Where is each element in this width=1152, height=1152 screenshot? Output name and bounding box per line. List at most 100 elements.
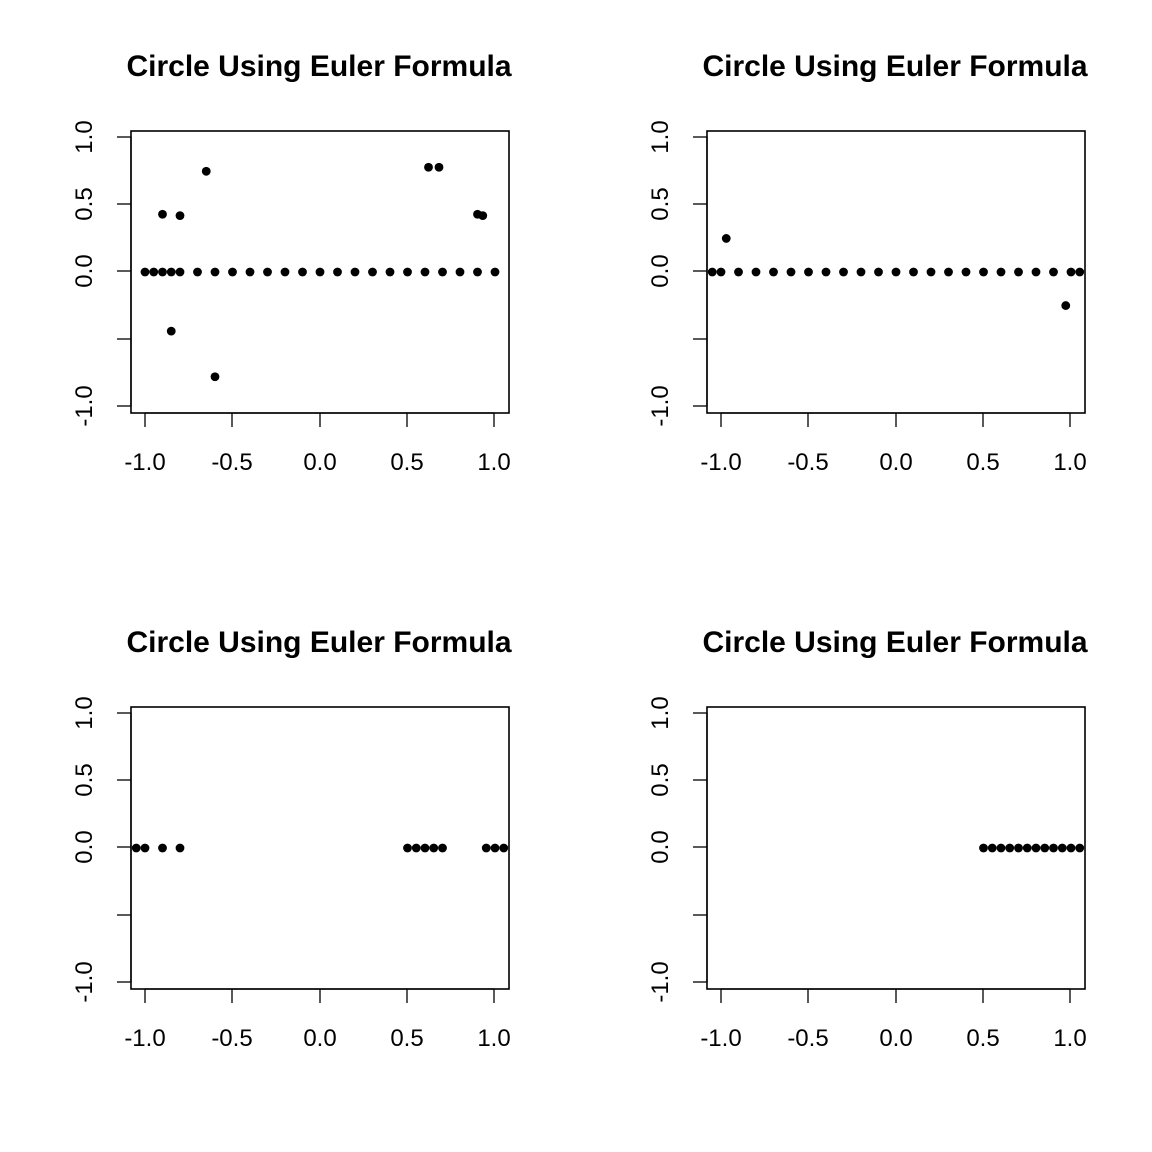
- panel-1-points: [140, 162, 500, 382]
- panel-1-point: [473, 267, 482, 277]
- panel-3-point: [429, 843, 439, 853]
- panel-4-x-tick-label-2: -0.5: [787, 1025, 828, 1052]
- panel-1-title: Circle Using Euler Formula: [126, 50, 511, 83]
- panel-1-point: [385, 267, 395, 277]
- panel-3-y-tick-label-3: 0.0: [71, 830, 98, 863]
- panel-4-y-tick-label-1: -1.0: [647, 961, 674, 1002]
- panel-1-point: [424, 162, 433, 172]
- panel-3-point: [420, 843, 430, 853]
- panel-1-x-tick-label-5: 1.0: [477, 449, 510, 476]
- panel-2-y-tick-label-4: 0.5: [647, 187, 674, 220]
- panel-1-point: [438, 267, 447, 277]
- panel-3-x-tick-label-4: 0.5: [390, 1025, 423, 1052]
- panel-1-point: [455, 267, 465, 277]
- panel-4-point: [1049, 843, 1058, 853]
- panel-2-point: [769, 267, 778, 277]
- panel-4-y-tick-label-3: 0.0: [647, 830, 674, 863]
- panel-2-point: [891, 267, 901, 277]
- panel-1-point: [263, 267, 272, 277]
- panel-2-x-tick-label-5: 1.0: [1053, 449, 1086, 476]
- panel-4-point: [979, 843, 988, 853]
- panel-3-point: [158, 843, 167, 853]
- panel-2-point: [716, 267, 726, 277]
- panel-1-point: [368, 267, 377, 277]
- panel-4-title: Circle Using Euler Formula: [702, 626, 1087, 659]
- panel-1-y-tick-label-5: 1.0: [71, 120, 98, 153]
- panel-1-point: [315, 267, 325, 277]
- panel-2-point: [804, 267, 813, 277]
- panel-3-point: [499, 843, 509, 853]
- panel-3-point: [175, 843, 185, 853]
- panel-4-y-axis: -1.0 0.0 0.5 1.0: [647, 696, 708, 1003]
- panel-3-point: [140, 843, 150, 853]
- panel-4: Circle Using Euler Formula -1.0 -0.5 0.0…: [647, 626, 1088, 1052]
- panel-1-point: [350, 267, 360, 277]
- panel-2-point: [874, 267, 883, 277]
- panel-2-x-axis: -1.0 -0.5 0.0 0.5 1.0: [700, 412, 1087, 476]
- panel-3-x-tick-label-1: -1.0: [124, 1025, 165, 1052]
- panel-4-x-axis: -1.0 -0.5 0.0 0.5 1.0: [700, 988, 1087, 1052]
- panel-3-point: [131, 843, 141, 853]
- panel-2-point: [1066, 267, 1076, 277]
- panel-2-points: [707, 234, 1085, 310]
- panel-1-point: [228, 267, 237, 277]
- panel-2-point: [1061, 301, 1071, 310]
- panel-2-x-tick-label-4: 0.5: [966, 449, 999, 476]
- panel-1-point: [245, 267, 255, 277]
- panel-1-x-tick-label-4: 0.5: [390, 449, 423, 476]
- panel-2: Circle Using Euler Formula -1.0 -0.5 0.0…: [647, 50, 1088, 476]
- panel-4-x-tick-label-5: 1.0: [1053, 1025, 1086, 1052]
- panel-1-x-tick-label-1: -1.0: [124, 449, 165, 476]
- panel-2-point: [979, 267, 988, 277]
- panel-1-point: [193, 267, 202, 277]
- panel-2-point: [1075, 267, 1085, 277]
- panel-1-y-tick-label-4: 0.5: [71, 187, 98, 220]
- panel-1-point: [140, 267, 150, 277]
- panel-4-point: [1057, 843, 1067, 853]
- panel-1-point: [175, 211, 185, 221]
- panel-1-y-axis: -1.0 0.0 0.5 1.0: [71, 120, 132, 427]
- panel-2-x-tick-label-3: 0.0: [879, 449, 912, 476]
- panel-1-point: [158, 209, 167, 219]
- panel-2-y-tick-label-3: 0.0: [647, 254, 674, 287]
- panel-1-point: [478, 211, 488, 221]
- panel-1-point: [280, 267, 290, 277]
- panel-1-point: [158, 267, 167, 277]
- panel-3-x-tick-label-2: -0.5: [211, 1025, 252, 1052]
- panel-2-point: [961, 267, 971, 277]
- panel-2-y-tick-label-1: -1.0: [647, 385, 674, 426]
- panel-4-point: [1031, 843, 1041, 853]
- panel-1-point: [490, 267, 500, 277]
- panel-2-point: [786, 267, 796, 277]
- panel-4-y-tick-label-4: 0.5: [647, 763, 674, 796]
- panel-4-point: [1075, 843, 1085, 853]
- panel-1-x-axis: -1.0 -0.5 0.0 0.5 1.0: [124, 412, 511, 476]
- panel-4-point: [996, 843, 1006, 853]
- panel-3-point: [481, 843, 491, 853]
- panel-4-point: [987, 843, 997, 853]
- panel-2-point: [821, 267, 831, 277]
- panel-4-point: [1005, 843, 1015, 853]
- panel-3-point: [411, 843, 421, 853]
- panel-3-points: [131, 843, 509, 853]
- panel-1-point: [175, 267, 185, 277]
- panel-1-point: [166, 267, 176, 277]
- panel-2-point: [909, 267, 918, 277]
- panel-2-point: [856, 267, 866, 277]
- panel-2-title: Circle Using Euler Formula: [702, 50, 1087, 83]
- panel-3: Circle Using Euler Formula -1.0 -0.5 0.0…: [71, 626, 512, 1052]
- panel-2-point: [721, 234, 731, 243]
- panel-3-x-axis: -1.0 -0.5 0.0 0.5 1.0: [124, 988, 511, 1052]
- panel-2-point: [707, 267, 717, 277]
- panel-1-point: [420, 267, 430, 277]
- panel-3-point: [403, 843, 412, 853]
- panel-3-x-tick-label-5: 1.0: [477, 1025, 510, 1052]
- panel-4-point: [1014, 843, 1023, 853]
- panel-1-x-tick-label-2: -0.5: [211, 449, 252, 476]
- panel-1-point: [210, 267, 220, 277]
- panel-3-y-tick-label-4: 0.5: [71, 763, 98, 796]
- panel-4-point: [1040, 843, 1050, 853]
- panel-1-y-tick-label-3: 0.0: [71, 254, 98, 287]
